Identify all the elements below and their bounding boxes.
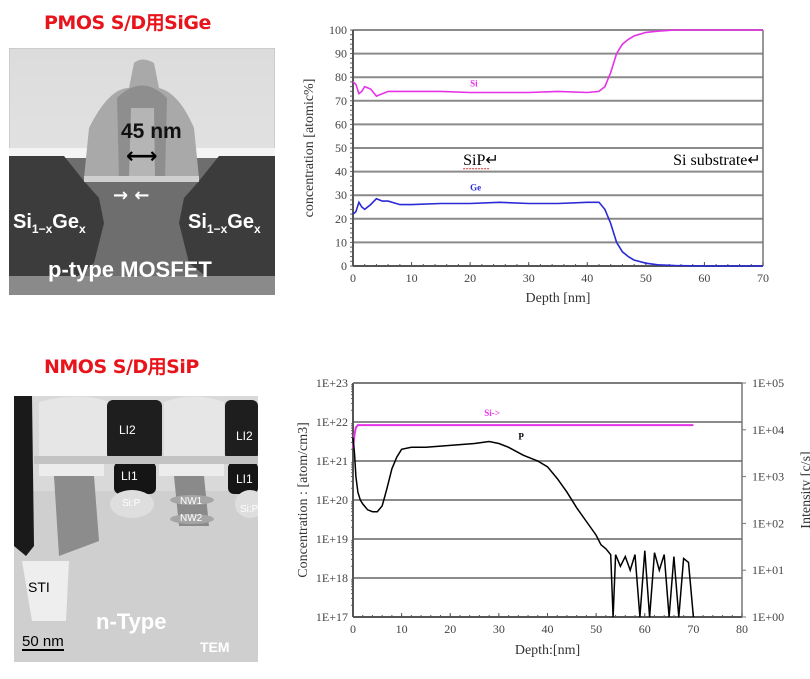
n-type-label: n-Type [96,609,167,634]
x-tick-label: 40 [581,271,593,285]
sip-sims-chart: Si-> P 1E+17 1E+18 1E+19 1E+20 1E+21 1E+22 1E+2… [296,376,810,658]
right-sige-label: Si1−xGex [188,211,261,236]
x-tick-label: 80 [736,622,748,636]
x-axis-label: Depth:[nm] [515,643,580,658]
y2-tick-label: 1E+03 [752,470,784,484]
x-tick-label: 30 [493,622,505,636]
y-tick-label: 10 [335,235,347,249]
x-tick-label: 60 [698,271,710,285]
y2-tick-label: 1E+00 [752,610,784,624]
y-axis-label: Concentration : [atom/cm3] [296,422,311,578]
y-tick-label: 1E+23 [316,376,348,390]
y-tick-label: 1E+19 [316,532,348,546]
x-tick-label: 20 [464,271,476,285]
sip-left-label: Si:P [122,498,141,509]
series-line-si [352,424,694,449]
gate-width-label: 45 nm [121,120,182,143]
inward-arrows-icon: → ← [113,185,150,206]
y-tick-label: 100 [329,23,347,37]
li2-left-label: LI2 [119,423,136,437]
x-tick-label: 0 [350,271,356,285]
y-tick-label: 1E+17 [316,610,348,624]
y-tick-label: 30 [335,188,347,202]
li1-left-label: LI1 [121,469,138,483]
pmos-tem-drawing [9,48,275,295]
pmos-tem-image: 45 nm ⟷ → ← Si1−xGex Si1−xGex p-type MOS… [9,48,275,295]
nmos-title: NMOS S/D用SiP [44,356,199,378]
annotation-sip: SiP↵ [463,152,499,169]
nw2-label: NW2 [180,513,203,524]
li2-right-label: LI2 [236,429,253,443]
pmos-title: PMOS S/D用SiGe [44,12,211,34]
y2-tick-label: 1E+05 [752,376,784,390]
left-sige-label: Si1−xGex [13,211,86,236]
x-tick-label: 0 [350,622,356,636]
y-tick-label: 90 [335,47,347,61]
y2-axis-label: Intensity [c/s] [799,451,810,528]
y2-tick-label: 1E+01 [752,563,784,577]
sige-concentration-chart: Si Ge 0 10 20 30 40 50 60 70 80 90 100 0 10 20 30 40 50 60… [302,23,769,306]
y2-tick-label: 1E+04 [752,423,784,437]
x-tick-label: 50 [640,271,652,285]
device-type-label: p-type MOSFET [48,257,212,282]
y2-tick-label: 1E+02 [752,516,784,530]
x-tick-label: 10 [406,271,418,285]
y-tick-label: 60 [335,117,347,131]
annotation-si-substrate: Si substrate↵ [673,152,761,169]
scale-bar: 50 nm [22,633,64,651]
series-label-ge: Ge [470,182,481,192]
y-tick-label: 20 [335,212,347,226]
x-tick-label: 70 [757,271,769,285]
series-label-si: Si-> [484,408,500,418]
nw1-label: NW1 [180,496,203,507]
y-tick-label: 50 [335,141,347,155]
y-tick-label: 40 [335,165,347,179]
x-tick-label: 30 [523,271,535,285]
y-tick-label: 1E+18 [316,571,348,585]
y-tick-label: 1E+21 [316,454,348,468]
double-arrow-icon: ⟷ [126,144,158,169]
series-line-si [352,29,763,98]
y-tick-label: 80 [335,70,347,84]
series-line-p [352,437,695,618]
y-tick-label: 0 [341,259,347,273]
x-axis-label: Depth [nm] [526,291,591,306]
x-tick-label: 20 [444,622,456,636]
y-axis-label: concentration [atomic%] [302,79,317,218]
x-tick-label: 50 [590,622,602,636]
series-label-p: P [518,432,524,442]
tem-label: TEM [200,639,230,655]
series-label-si: Si [470,79,478,89]
x-tick-label: 10 [396,622,408,636]
nmos-tem-image: LI2 LI1 LI2 LI1 Si:P Si:P NW1 NW2 STI n-… [14,396,258,662]
x-tick-label: 60 [639,622,651,636]
y-tick-label: 1E+20 [316,493,348,507]
y-tick-label: 70 [335,94,347,108]
x-tick-label: 70 [687,622,699,636]
sip-right-label: Si:P [240,504,258,515]
nmos-tem-drawing [14,396,258,662]
x-tick-label: 40 [542,622,554,636]
li1-right-label: LI1 [236,472,253,486]
sti-label: STI [28,579,50,595]
y-tick-label: 1E+22 [316,415,348,429]
series-line-ge [352,197,763,267]
